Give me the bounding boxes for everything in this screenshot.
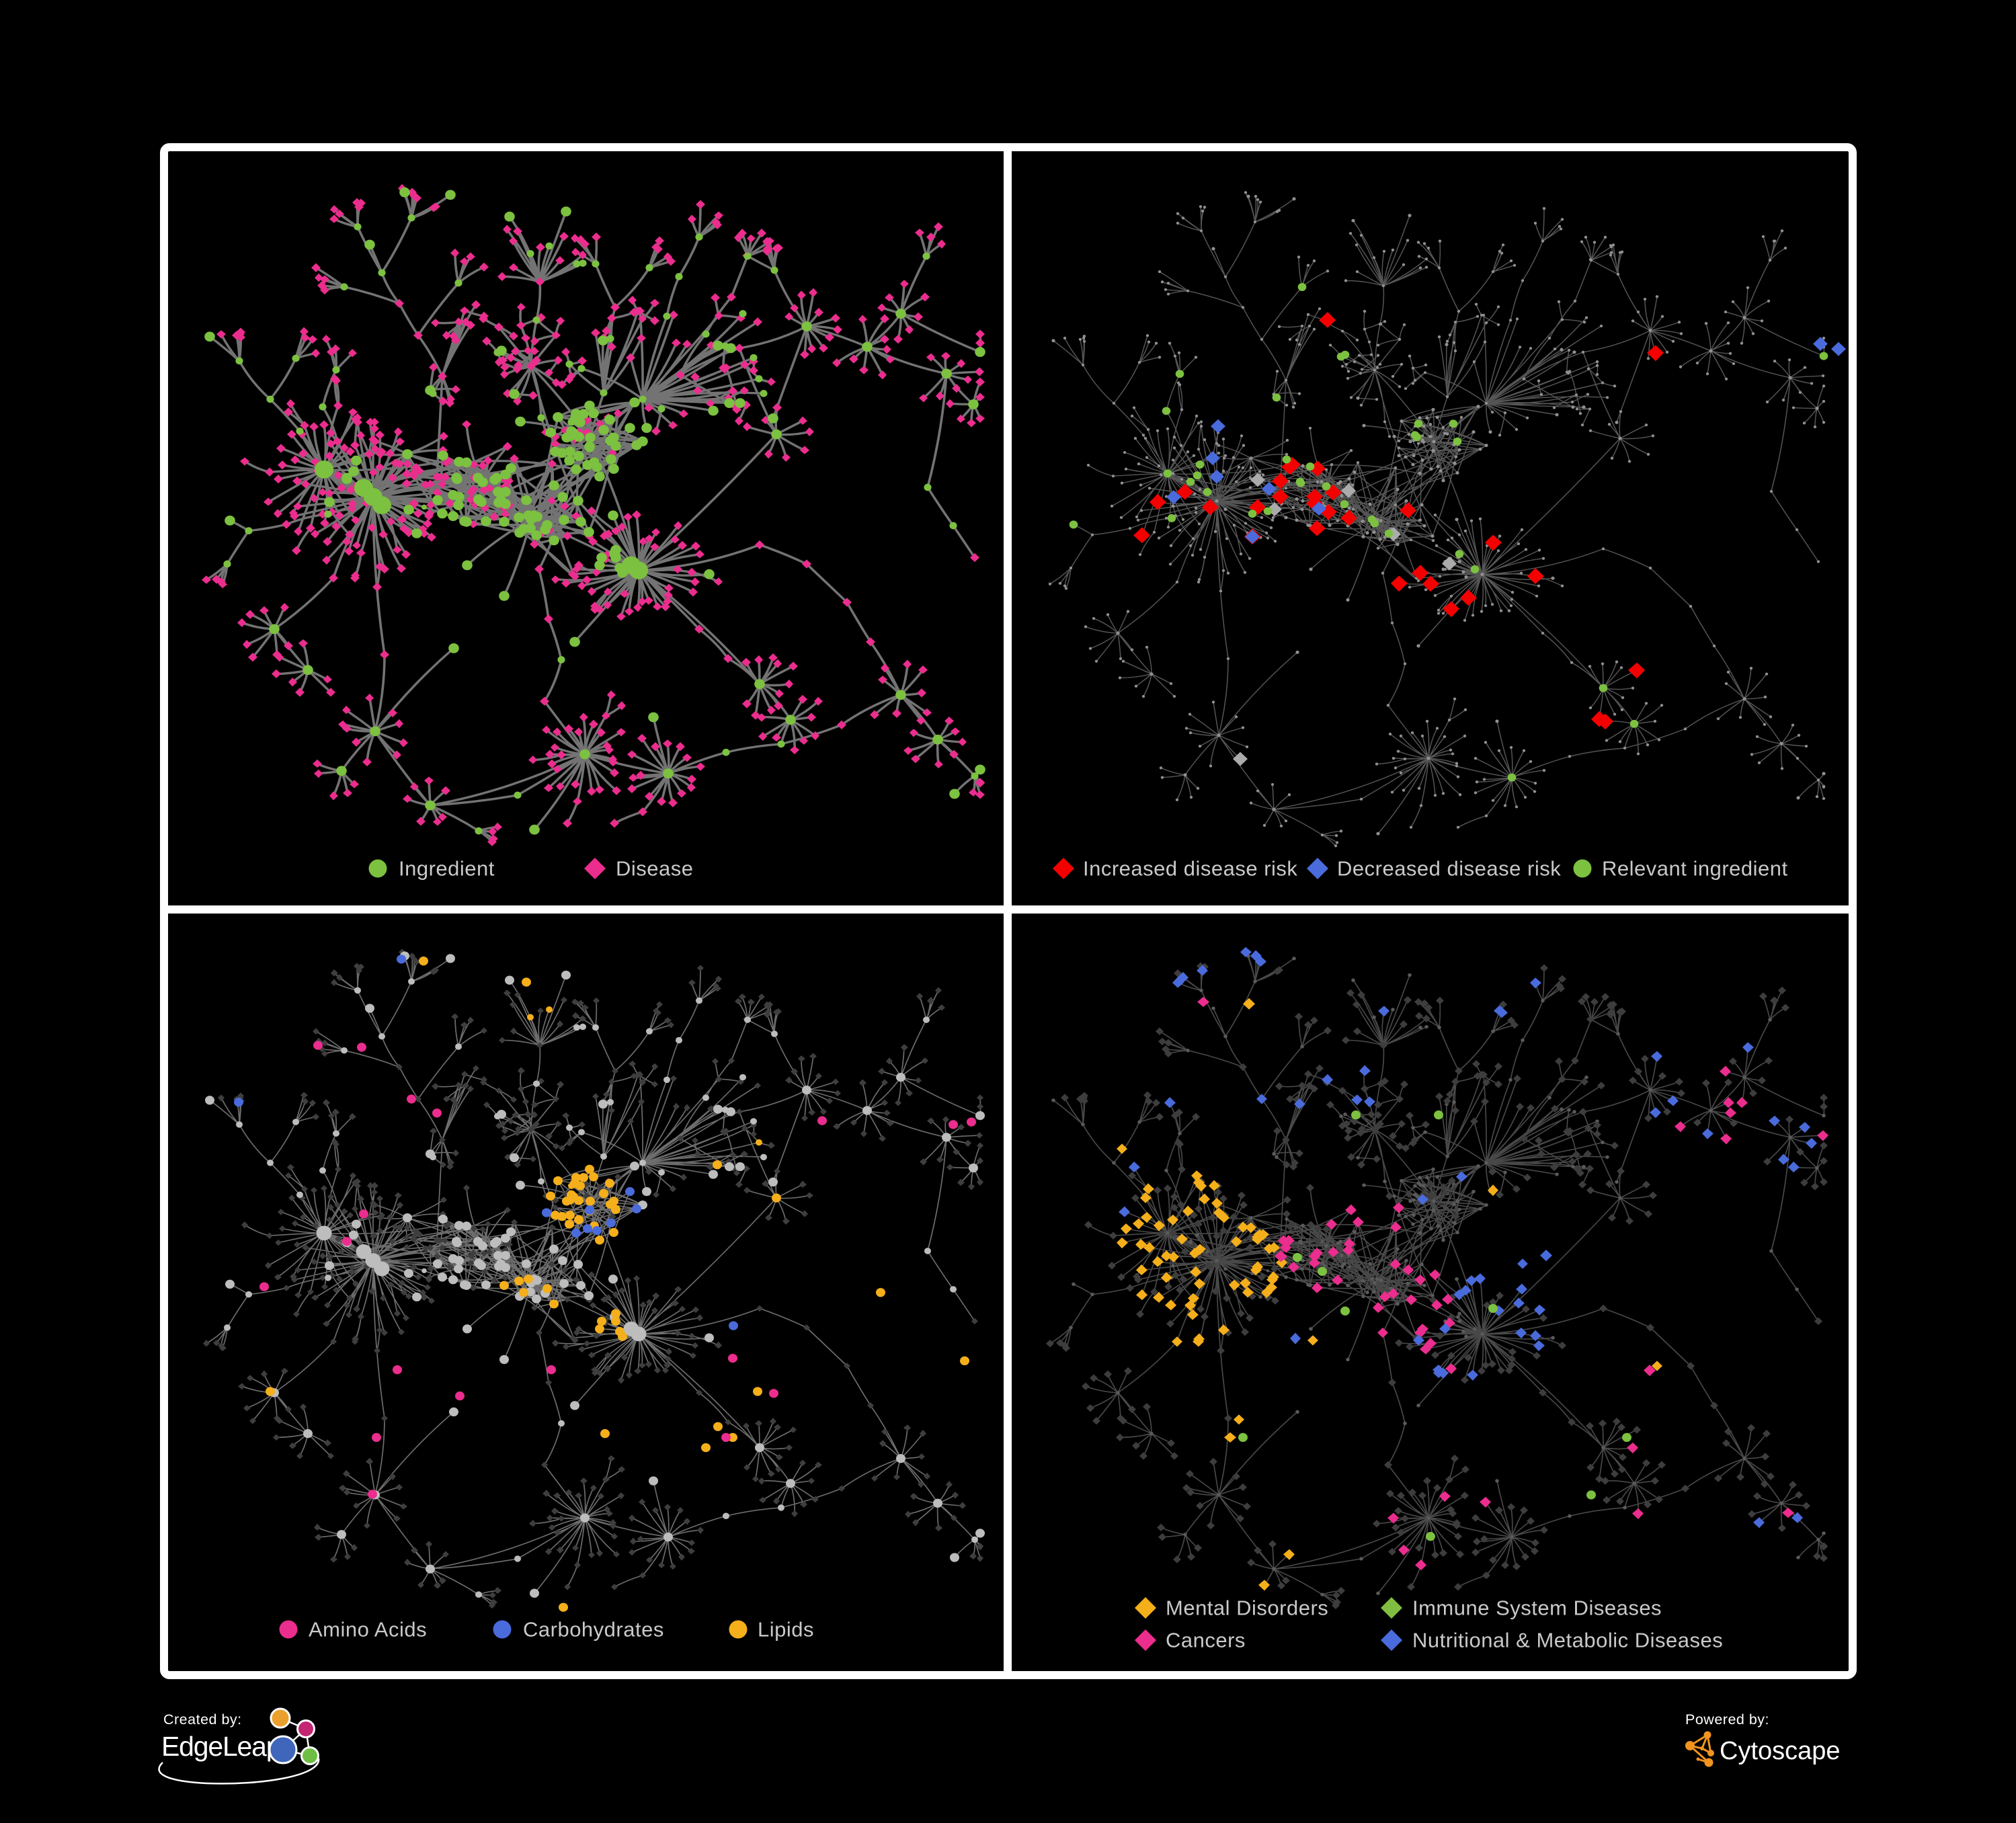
svg-text:Immune System Diseases: Immune System Diseases (1412, 1596, 1662, 1620)
svg-text:EdgeLeap: EdgeLeap (161, 1731, 281, 1762)
svg-text:Relevant ingredient: Relevant ingredient (1602, 857, 1788, 881)
svg-text:Cytoscape: Cytoscape (1720, 1737, 1841, 1765)
svg-text:Disease: Disease (616, 857, 694, 881)
svg-text:Ingredient: Ingredient (399, 857, 495, 881)
svg-text:Cancers: Cancers (1166, 1629, 1246, 1652)
svg-text:Powered by:: Powered by: (1685, 1711, 1769, 1728)
svg-text:Carbohydrates: Carbohydrates (523, 1618, 664, 1642)
svg-text:Decreased disease risk: Decreased disease risk (1337, 857, 1561, 881)
svg-text:Amino Acids: Amino Acids (309, 1618, 427, 1642)
svg-text:Lipids: Lipids (758, 1618, 814, 1642)
svg-text:Increased disease risk: Increased disease risk (1083, 857, 1297, 881)
svg-text:Mental Disorders: Mental Disorders (1166, 1596, 1328, 1620)
svg-text:Created by:: Created by: (163, 1711, 242, 1728)
svg-text:Nutritional & Metabolic Diseas: Nutritional & Metabolic Diseases (1412, 1629, 1723, 1652)
